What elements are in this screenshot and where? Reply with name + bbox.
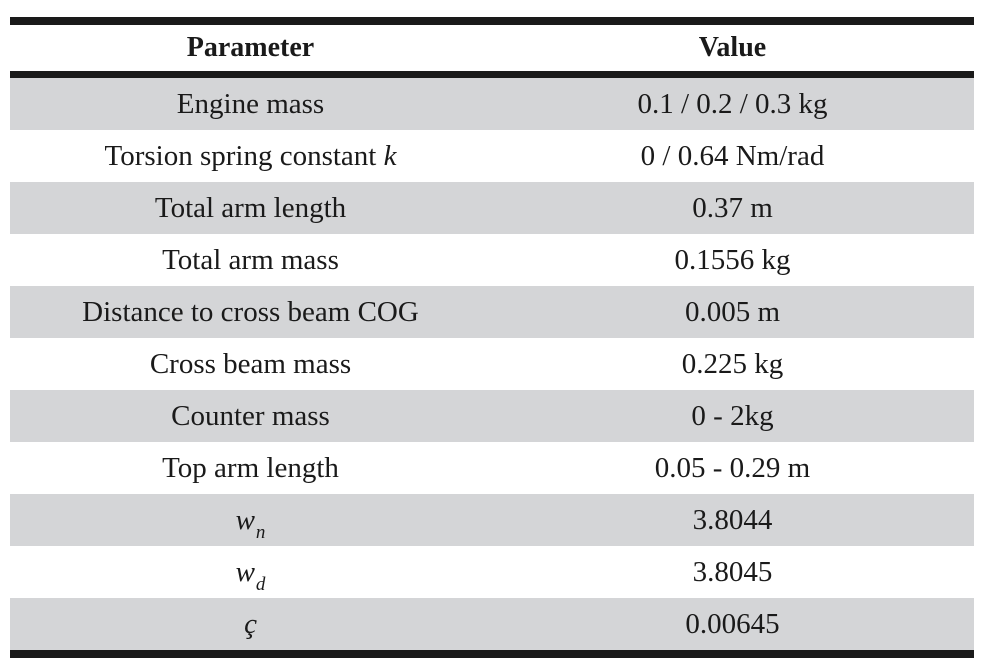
row-value: 0 - 2kg — [691, 399, 774, 432]
table-header-row: Parameter Value — [10, 25, 974, 71]
row-value: 0.05 - 0.29 m — [654, 451, 811, 484]
row-parameter: Counter mass — [171, 399, 330, 432]
row-parameter: Top arm length — [162, 451, 339, 484]
parameter-table: Parameter Value Engine mass 0.1 / 0.2 / … — [10, 17, 974, 658]
table-top-rule — [10, 17, 974, 25]
row-parameter: ç — [10, 608, 491, 641]
row-value: 3.8045 — [692, 555, 773, 588]
row-parameter-symbol: ç — [244, 607, 257, 640]
row-value: 0.225 kg — [681, 347, 784, 380]
row-parameter-symbol: w — [235, 503, 255, 536]
row-value: 3.8044 — [692, 503, 773, 536]
table-row: Counter mass 0 - 2kg — [10, 390, 974, 442]
table-header-rule — [10, 71, 974, 78]
row-parameter-symbol: k — [383, 139, 397, 172]
row-value: 0.1 / 0.2 / 0.3 kg — [637, 87, 828, 120]
row-value: 0.1556 kg — [674, 243, 791, 276]
row-value: 0.00645 — [685, 607, 780, 640]
table-row: Total arm mass 0.1556 kg — [10, 234, 974, 286]
table-row: Distance to cross beam COG 0.005 m — [10, 286, 974, 338]
row-value: 0.005 m — [684, 295, 781, 328]
row-parameter-text: Torsion spring constant — [104, 139, 384, 172]
row-parameter-subscript: d — [255, 573, 266, 595]
row-parameter: wn — [10, 503, 491, 543]
table-row: wd 3.8045 — [10, 546, 974, 598]
table-row: Top arm length 0.05 - 0.29 m — [10, 442, 974, 494]
table-row: Engine mass 0.1 / 0.2 / 0.3 kg — [10, 78, 974, 130]
table-bottom-rule — [10, 650, 974, 658]
row-parameter: Torsion spring constant k — [10, 140, 491, 173]
row-value: 0.37 m — [692, 191, 773, 224]
row-parameter-subscript: n — [255, 521, 266, 543]
header-value: Value — [698, 32, 767, 63]
row-parameter-symbol: w — [235, 555, 255, 588]
table-row: ç 0.00645 — [10, 598, 974, 650]
row-parameter: wd — [10, 555, 491, 595]
row-parameter: Total arm mass — [162, 243, 339, 276]
table-row: Total arm length 0.37 m — [10, 182, 974, 234]
table-row: wn 3.8044 — [10, 494, 974, 546]
row-parameter: Engine mass — [176, 87, 325, 120]
table-row: Cross beam mass 0.225 kg — [10, 338, 974, 390]
row-parameter: Cross beam mass — [149, 347, 352, 380]
table-row: Torsion spring constant k 0 / 0.64 Nm/ra… — [10, 130, 974, 182]
row-parameter: Distance to cross beam COG — [82, 295, 419, 328]
header-parameter: Parameter — [186, 32, 315, 63]
row-parameter: Total arm length — [154, 191, 347, 224]
row-value: 0 / 0.64 Nm/rad — [640, 139, 825, 172]
